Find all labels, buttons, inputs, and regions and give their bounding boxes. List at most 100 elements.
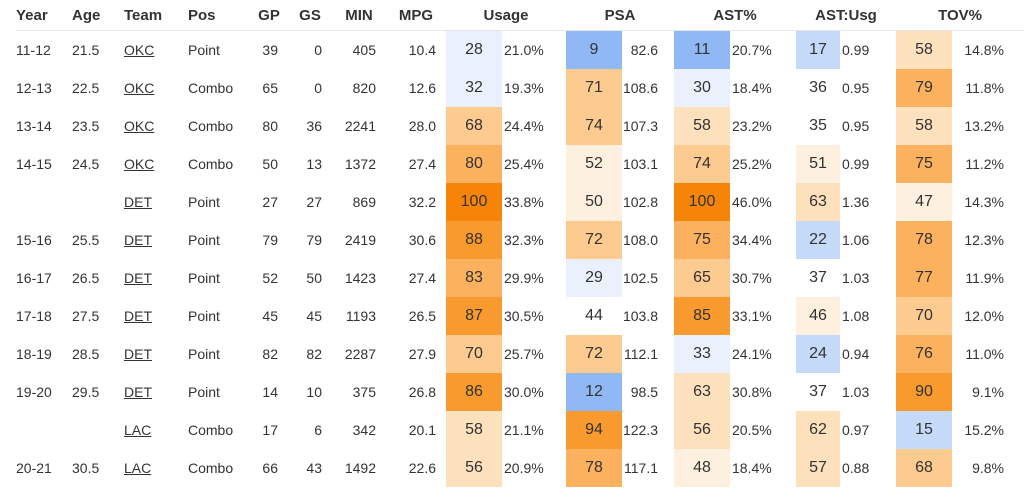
table-row: LAC Combo 17 6 342 20.1 58 21.1% 94 122.3 56 20.5% 6… [16, 411, 1024, 449]
header-gp[interactable]: GP [250, 0, 288, 31]
usage-value-cell: 21.1% [504, 422, 544, 438]
tov-value-cell: 12.3% [964, 232, 1005, 248]
gp-cell: 65 [262, 80, 278, 96]
tov-rank-cell: 70 [896, 297, 953, 335]
min-cell: 375 [352, 384, 376, 400]
min-cell: 1423 [344, 270, 376, 286]
team-cell: OKC [124, 31, 188, 70]
ast-rank-cell: 58 [674, 107, 730, 145]
psa-rank-cell: 9 [566, 30, 622, 69]
age-cell: 29.5 [72, 384, 100, 400]
header-team[interactable]: Team [124, 0, 188, 31]
header-pos[interactable]: Pos [188, 0, 250, 31]
year-cell: 19-20 [16, 384, 52, 400]
table-body: 11-12 21.5 OKC Point 39 0 405 10.4 28 21.0% 9 82.6 1… [16, 30, 1024, 487]
age-cell: 22.5 [72, 80, 100, 96]
gp-cell: 82 [262, 346, 278, 362]
usage-value-cell: 29.9% [504, 270, 544, 286]
year-cell: 17-18 [16, 308, 52, 324]
astusg-rank-cell: 17 [796, 30, 840, 69]
ast-pct-value-cell: 25.2% [732, 156, 772, 172]
gs-cell: 50 [306, 270, 322, 286]
ast-usg-value-cell: 0.88 [842, 460, 870, 476]
pos-cell: Combo [188, 460, 234, 476]
tov-value-cell: 14.3% [964, 194, 1005, 210]
header-year[interactable]: Year [16, 0, 72, 31]
psa-value-cell: 98.5 [630, 384, 658, 400]
psa-rank-cell: 74 [566, 107, 622, 145]
astusg-rank-cell: 63 [796, 183, 840, 221]
team-link[interactable]: OKC [124, 156, 155, 172]
gs-cell: 6 [314, 422, 322, 438]
gs-cell: 79 [306, 232, 322, 248]
mpg-cell: 26.8 [408, 384, 436, 400]
header-usage[interactable]: Usage [446, 0, 566, 31]
ast-usg-value-cell: 1.08 [842, 308, 870, 324]
tov-rank-cell: 90 [896, 373, 953, 411]
ast-rank-cell: 33 [674, 335, 730, 373]
team-link[interactable]: OKC [124, 80, 155, 96]
ast-rank-cell: 74 [674, 145, 730, 183]
header-min[interactable]: MIN [332, 0, 386, 31]
age-cell: 27.5 [72, 308, 100, 324]
ast-usg-value-cell: 1.03 [842, 384, 870, 400]
mpg-cell: 28.0 [408, 118, 436, 134]
ast-usg-value-cell: 0.97 [842, 422, 870, 438]
pos-cell: Combo [188, 156, 234, 172]
gp-cell: 52 [262, 270, 278, 286]
team-cell: OKC [124, 145, 188, 183]
ast-pct-value-cell: 23.2% [732, 118, 772, 134]
usage-rank-cell: 83 [446, 259, 502, 297]
team-link[interactable]: DET [124, 308, 152, 324]
ast-pct-value-cell: 18.4% [732, 460, 772, 476]
psa-value-cell: 108.6 [622, 80, 658, 96]
header-age[interactable]: Age [72, 0, 124, 31]
tov-value-cell: 13.2% [964, 118, 1005, 134]
header-tov[interactable]: TOV% [896, 0, 1024, 31]
team-cell: DET [124, 221, 188, 259]
gs-cell: 36 [306, 118, 322, 134]
min-cell: 820 [352, 80, 376, 96]
mpg-cell: 27.4 [408, 270, 436, 286]
team-link[interactable]: OKC [124, 118, 155, 134]
astusg-rank-cell: 62 [796, 411, 840, 449]
psa-value-cell: 122.3 [622, 422, 658, 438]
team-cell: DET [124, 183, 188, 221]
usage-value-cell: 25.4% [504, 156, 544, 172]
year-cell: 16-17 [16, 270, 52, 286]
team-cell: DET [124, 297, 188, 335]
ast-rank-cell: 48 [674, 449, 730, 487]
gs-cell: 82 [306, 346, 322, 362]
gs-cell: 10 [306, 384, 322, 400]
ast-rank-cell: 30 [674, 69, 730, 107]
year-cell: 12-13 [16, 80, 52, 96]
header-gs[interactable]: GS [288, 0, 332, 31]
team-link[interactable]: OKC [124, 42, 155, 58]
ast-usg-value-cell: 0.95 [842, 118, 870, 134]
header-mpg[interactable]: MPG [386, 0, 446, 31]
psa-value-cell: 108.0 [622, 232, 658, 248]
table-row: 16-17 26.5 DET Point 52 50 1423 27.4 83 29.9% 29 10… [16, 259, 1024, 297]
header-psa[interactable]: PSA [566, 0, 674, 31]
team-link[interactable]: DET [124, 384, 152, 400]
team-link[interactable]: LAC [124, 422, 152, 438]
tov-value-cell: 9.1% [972, 384, 1005, 400]
team-link[interactable]: LAC [124, 460, 152, 476]
usage-value-cell: 30.0% [504, 384, 544, 400]
pos-cell: Point [188, 42, 220, 58]
ast-pct-value-cell: 20.7% [732, 42, 772, 58]
psa-value-cell: 103.8 [622, 308, 658, 324]
pos-cell: Combo [188, 118, 234, 134]
ast-usg-value-cell: 0.94 [842, 346, 870, 362]
header-ast-usg[interactable]: AST:Usg [796, 0, 897, 31]
team-link[interactable]: DET [124, 194, 152, 210]
header-ast-pct[interactable]: AST% [674, 0, 796, 31]
table-row: DET Point 27 27 869 32.2 100 33.8% 50 102.8 100 46.… [16, 183, 1024, 221]
usage-value-cell: 19.3% [504, 80, 544, 96]
ast-rank-cell: 75 [674, 221, 730, 259]
team-link[interactable]: DET [124, 346, 152, 362]
ast-pct-value-cell: 30.7% [732, 270, 772, 286]
team-link[interactable]: DET [124, 232, 152, 248]
psa-value-cell: 102.8 [622, 194, 658, 210]
team-link[interactable]: DET [124, 270, 152, 286]
